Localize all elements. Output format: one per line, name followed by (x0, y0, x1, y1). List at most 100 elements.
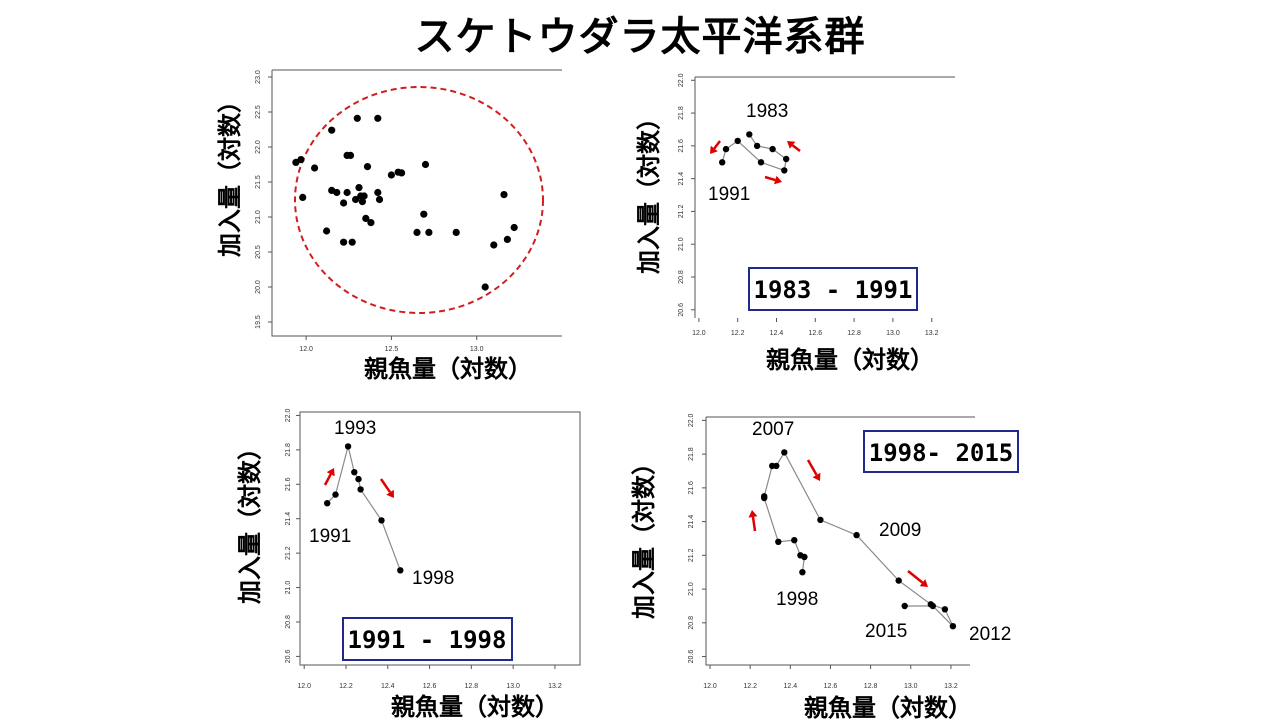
x-tick-label: 12.4 (770, 330, 784, 337)
direction-arrow (907, 570, 928, 587)
y-axis-label: 加入量（対数） (630, 451, 658, 619)
y-tick-label: 20.8 (285, 615, 292, 629)
line-panel-1983-1991: 12.0 12.2 12.4 12.6 12.8 13.0 13.2 20.6 20.8 21.0… (635, 73, 955, 374)
data-point (352, 195, 360, 204)
data-point (500, 191, 508, 199)
data-point (783, 155, 790, 163)
data-point (901, 602, 908, 610)
x-axis-label: 親魚量（対数） (766, 346, 934, 374)
x-tick-label: 12.6 (824, 683, 838, 690)
data-point (746, 131, 753, 138)
y-tick-label: 22.0 (285, 409, 292, 423)
data-point (398, 169, 406, 177)
data-point (929, 602, 936, 610)
data-point (420, 210, 428, 218)
data-point (413, 228, 421, 236)
y-tick-label: 21.6 (285, 477, 292, 491)
data-point (510, 223, 518, 232)
year-label-2009: 2009 (879, 520, 921, 541)
x-tick-label: 12.6 (808, 330, 822, 337)
data-point (340, 199, 348, 207)
y-tick-label: 21.2 (688, 548, 695, 562)
data-point (757, 159, 765, 166)
y-tick-label: 21.4 (285, 512, 292, 526)
x-tick-label: 13.2 (925, 330, 939, 337)
data-point (387, 171, 395, 179)
trajectory-line (721, 134, 787, 172)
direction-arrow (748, 510, 758, 532)
y-tick-label: 20.8 (678, 270, 685, 284)
y-axis-label: 加入量（対数） (216, 89, 244, 257)
data-point (775, 538, 782, 545)
data-point (791, 537, 798, 544)
data-point (328, 126, 336, 134)
range-box (748, 267, 918, 311)
y-tick-label: 20.0 (255, 280, 262, 294)
year-label-1993: 1993 (334, 418, 376, 439)
year-label-1991: 1991 (309, 526, 351, 547)
x-tick-label: 12.0 (692, 330, 706, 337)
year-label-1991: 1991 (708, 184, 750, 205)
data-point (344, 443, 352, 450)
data-point (340, 238, 348, 246)
data-point (358, 198, 366, 206)
data-point (324, 500, 331, 507)
x-tick-label: 12.8 (465, 683, 479, 690)
direction-arrow (787, 141, 801, 152)
range-box (863, 430, 1019, 473)
data-point (490, 241, 498, 249)
data-point (299, 193, 307, 201)
data-point (323, 227, 331, 235)
direction-arrow (710, 140, 721, 154)
data-point (895, 577, 902, 584)
data-point (397, 567, 404, 574)
y-tick-label: 21.0 (678, 237, 685, 251)
y-tick-label: 21.0 (285, 581, 292, 595)
y-tick-label: 21.4 (678, 172, 685, 186)
x-tick-label: 12.5 (385, 346, 399, 353)
data-point (799, 569, 806, 576)
data-point (941, 606, 949, 613)
data-point (425, 228, 433, 236)
range-label: 1991 - 1998 (348, 626, 507, 654)
year-label-1983: 1983 (746, 101, 788, 122)
direction-arrow (379, 478, 394, 498)
y-tick-label: 20.6 (285, 649, 292, 663)
data-point (421, 160, 430, 169)
data-point (375, 195, 384, 204)
x-tick-label: 12.0 (299, 346, 313, 353)
data-point (332, 491, 339, 498)
y-tick-label: 22.0 (255, 140, 262, 154)
y-axis-label: 加入量（対数） (635, 106, 663, 274)
x-tick-label: 12.2 (339, 683, 353, 690)
x-tick-label: 12.0 (703, 683, 717, 690)
data-point (781, 449, 788, 456)
year-label-2015: 2015 (865, 621, 907, 642)
line-panel-1991-1998: 12.0 12.2 12.4 12.6 12.8 13.0 13.2 20.6 20.8 21.0… (236, 409, 581, 720)
data-point (333, 188, 341, 197)
x-tick-label: 12.8 (847, 330, 861, 337)
data-point (853, 531, 860, 539)
x-axis-label: 親魚量（対数） (364, 355, 532, 383)
y-tick-label: 21.5 (255, 175, 262, 189)
data-point (734, 137, 741, 145)
x-tick-label: 13.2 (548, 683, 562, 690)
range-label: 1998- 2015 (869, 439, 1014, 467)
data-point (722, 145, 730, 153)
data-point (773, 462, 780, 470)
data-point (367, 219, 375, 227)
y-tick-label: 20.8 (688, 616, 695, 630)
year-label-2007: 2007 (752, 419, 794, 440)
y-axis-label: 加入量（対数） (236, 436, 264, 604)
data-point (753, 142, 761, 150)
slide-title: スケトウダラ太平洋系群 (414, 14, 866, 60)
data-point (374, 114, 382, 122)
highlight-ellipse (294, 86, 544, 314)
x-axis-label: 親魚量（対数） (391, 693, 559, 720)
y-tick-label: 20.6 (688, 650, 695, 664)
x-tick-label: 13.0 (506, 683, 520, 690)
x-tick-label: 12.0 (297, 683, 311, 690)
data-point (503, 235, 511, 243)
y-tick-label: 22.5 (255, 105, 262, 119)
